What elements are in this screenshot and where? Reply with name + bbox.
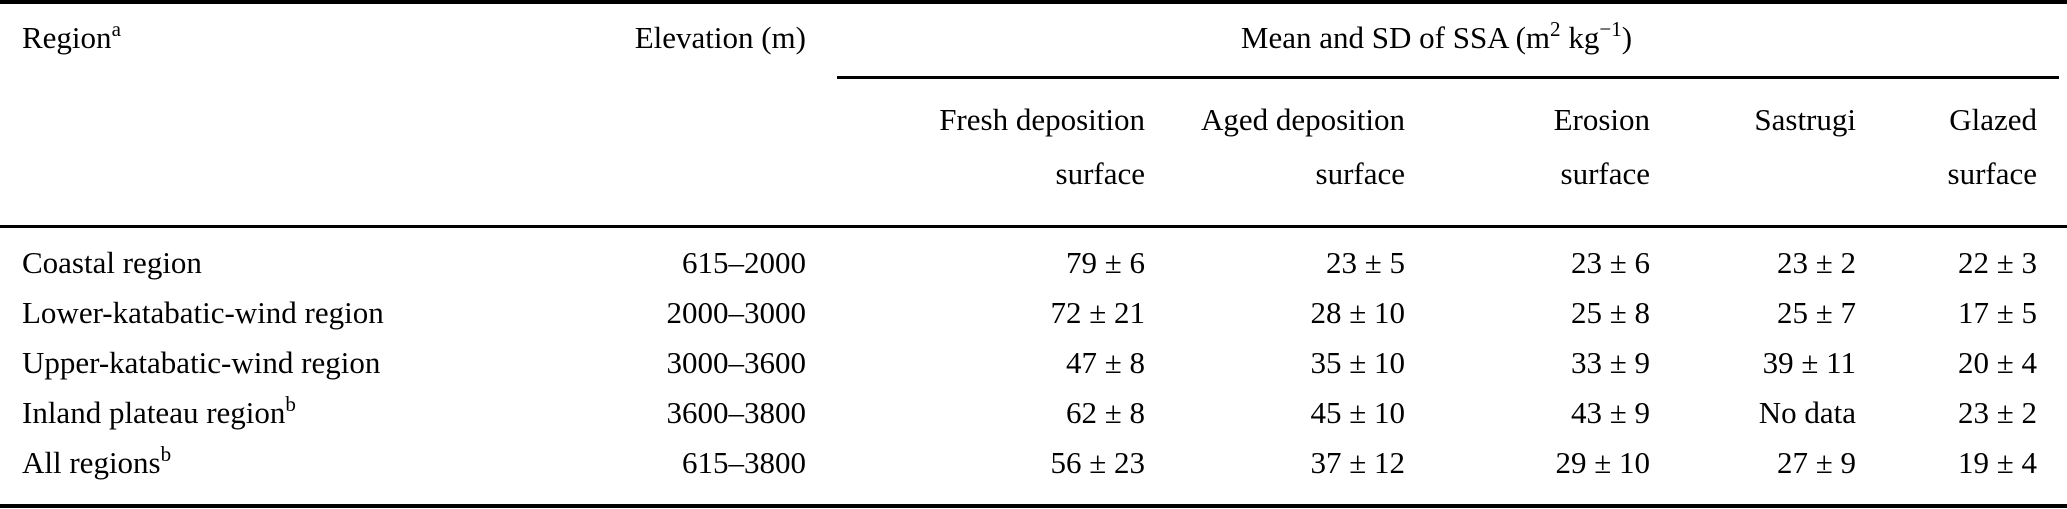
region-footnote-marker: b (160, 442, 172, 467)
table-row-all-regions: All regionsb 615–3800 56 ± 23 37 ± 12 29… (0, 438, 2067, 506)
region-cell: Inland plateau regionb (0, 388, 560, 438)
glazed-value: 17 ± 5 (1958, 295, 2038, 330)
region-cell: All regionsb (0, 438, 560, 506)
erosion-value: 33 ± 9 (1570, 345, 1650, 380)
fresh-deposition-value: 72 ± 21 (1050, 295, 1145, 330)
aged-deposition-value: 37 ± 12 (1310, 445, 1405, 480)
elevation-cell: 3000–3600 (666, 345, 807, 380)
erosion-value: 23 ± 6 (1570, 245, 1650, 280)
elevation-cell: 615–3800 (682, 445, 806, 480)
ssa-group-title: Mean and SD of SSA (m2 kg−1) (806, 17, 2067, 56)
subheader-line2: surface (1947, 156, 2038, 191)
header-row-subcolumns: Fresh deposition surface Aged deposition s… (0, 79, 2067, 228)
ssa-title-exponent-2: 2 (1550, 17, 1561, 42)
table-header: Regiona Elevation (m) Mean and SD of SSA… (0, 2, 2067, 228)
region-name: Lower-katabatic-wind region (22, 295, 384, 330)
region-name: Inland plateau region (22, 395, 286, 430)
aged-deposition-value: 45 ± 10 (1310, 395, 1405, 430)
fresh-deposition-value: 56 ± 23 (1050, 445, 1145, 480)
erosion-value: 29 ± 10 (1555, 445, 1650, 480)
sastrugi-value: 23 ± 2 (1776, 245, 1856, 280)
aged-deposition-value: 35 ± 10 (1310, 345, 1405, 380)
ssa-title-suffix: ) (1621, 20, 1633, 55)
glazed-value: 19 ± 4 (1958, 445, 2038, 480)
aged-deposition-value: 23 ± 5 (1325, 245, 1405, 280)
column-header-erosion: Erosion surface (1405, 79, 1651, 228)
ssa-title-prefix: Mean and SD of SSA (m (1240, 20, 1551, 55)
elevation-cell: 2000–3000 (666, 295, 807, 330)
header-row-main: Regiona Elevation (m) Mean and SD of SSA… (0, 2, 2067, 228)
subheader-line2: surface (1560, 156, 1651, 191)
fresh-deposition-value: 47 ± 8 (1065, 345, 1145, 380)
table-body: Coastal region 615–2000 79 ± 6 23 ± 5 23… (0, 227, 2067, 507)
column-header-fresh-deposition: Fresh deposition surface (806, 79, 1146, 228)
subheader-line1: Aged deposition (1200, 102, 1405, 137)
table-row-lower-katabatic: Lower-katabatic-wind region 2000–3000 72… (0, 288, 2067, 338)
aged-deposition-value: 28 ± 10 (1310, 295, 1405, 330)
column-header-aged-deposition: Aged deposition surface (1145, 79, 1406, 228)
region-cell: Lower-katabatic-wind region (0, 288, 560, 338)
column-header-region: Regiona (0, 2, 560, 228)
subheader-line1: Glazed (1949, 102, 2038, 137)
subheader-line2: surface (1315, 156, 1406, 191)
subheader-line1: Fresh deposition (939, 102, 1145, 137)
table-row-upper-katabatic: Upper-katabatic-wind region 3000–3600 47… (0, 338, 2067, 388)
column-header-elevation: Elevation (m) (560, 2, 806, 228)
fresh-deposition-value: 62 ± 8 (1065, 395, 1145, 430)
subheader-line1: Sastrugi (1754, 102, 1856, 137)
subheader-line1: Erosion (1553, 102, 1650, 137)
elevation-cell: 615–2000 (682, 245, 806, 280)
erosion-value: 43 ± 9 (1570, 395, 1650, 430)
region-name: Coastal region (22, 245, 202, 280)
glazed-value: 22 ± 3 (1958, 245, 2038, 280)
subheader-line2: surface (1055, 156, 1146, 191)
sastrugi-value: 39 ± 11 (1762, 345, 1856, 380)
glazed-value: 20 ± 4 (1958, 345, 2038, 380)
ssa-title-exponent-minus1: −1 (1599, 17, 1622, 42)
region-header-label: Region (22, 20, 112, 55)
elevation-cell: 3600–3800 (666, 395, 807, 430)
region-footnote-marker: b (285, 392, 296, 417)
region-footnote-marker: a (111, 17, 121, 42)
erosion-value: 25 ± 8 (1570, 295, 1650, 330)
sastrugi-value: No data (1758, 395, 1856, 430)
table-row-inland-plateau: Inland plateau regionb 3600–3800 62 ± 8 … (0, 388, 2067, 438)
fresh-deposition-value: 79 ± 6 (1065, 245, 1145, 280)
column-header-sastrugi: Sastrugi (1650, 79, 1856, 228)
column-group-header-ssa: Mean and SD of SSA (m2 kg−1) (806, 2, 2067, 79)
glazed-value: 23 ± 2 (1958, 395, 2038, 430)
ssa-title-mid: kg (1560, 20, 1600, 55)
region-cell: Upper-katabatic-wind region (0, 338, 560, 388)
column-header-glazed: Glazed surface (1856, 79, 2067, 228)
region-name: Upper-katabatic-wind region (22, 345, 381, 380)
region-cell: Coastal region (0, 227, 560, 289)
sastrugi-value: 27 ± 9 (1776, 445, 1856, 480)
table-row-coastal: Coastal region 615–2000 79 ± 6 23 ± 5 23… (0, 227, 2067, 289)
ssa-group-underline (837, 76, 2060, 79)
region-name: All regions (22, 445, 161, 480)
sastrugi-value: 25 ± 7 (1776, 295, 1856, 330)
